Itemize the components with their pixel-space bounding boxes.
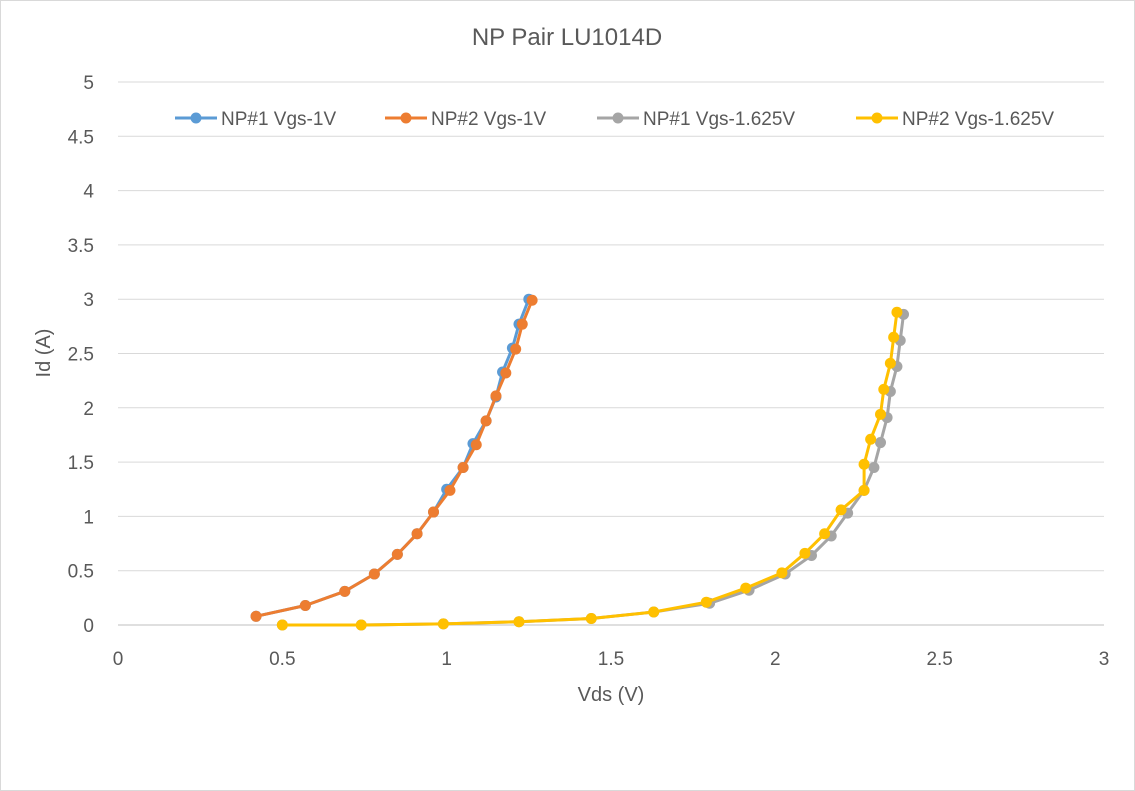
data-point (776, 567, 788, 579)
data-point (884, 357, 896, 369)
y-tick-label: 1.5 (68, 453, 94, 474)
data-point (411, 528, 423, 540)
data-point (250, 610, 262, 622)
x-tick-label: 0 (113, 649, 124, 670)
data-point (513, 616, 525, 628)
y-tick-label: 2.5 (68, 345, 94, 366)
y-tick-label: 5 (83, 73, 94, 94)
legend-marker (400, 112, 412, 124)
legend-label: NP#2 Vgs-1V (431, 109, 546, 130)
data-point (500, 367, 512, 379)
data-point (585, 612, 597, 624)
legend-item: NP#1 Vgs-1V (175, 109, 336, 130)
data-point (490, 390, 502, 402)
legend-label: NP#1 Vgs-1.625V (643, 109, 795, 130)
data-point (428, 506, 440, 518)
data-point (835, 504, 847, 516)
legend-item: NP#1 Vgs-1.625V (597, 109, 795, 130)
data-point (868, 462, 880, 474)
data-point (700, 596, 712, 608)
y-axis-title: Id (A) (33, 329, 55, 378)
series-layer (250, 293, 910, 631)
y-tick-label: 2 (83, 399, 94, 420)
data-point (437, 618, 449, 630)
data-point (865, 433, 877, 445)
data-point (740, 582, 752, 594)
data-point (480, 415, 492, 427)
x-tick-label: 3 (1099, 649, 1110, 670)
data-point (888, 331, 900, 343)
data-point (875, 437, 887, 449)
legend: NP#1 Vgs-1V NP#2 Vgs-1V NP#1 Vgs-1.625V NP#… (175, 109, 1054, 130)
x-tick-labels: 0 0.5 1 1.5 2 2.5 3 (113, 649, 1110, 670)
series-1 (250, 293, 535, 622)
data-point (858, 458, 870, 470)
gridlines (118, 81, 1104, 572)
chart-title: NP Pair LU1014D (472, 24, 662, 51)
x-tick-label: 2.5 (926, 649, 952, 670)
data-point (875, 408, 887, 420)
data-point (355, 619, 367, 631)
y-tick-label: 1 (83, 507, 94, 528)
data-point (339, 585, 351, 597)
y-tick-label: 4.5 (68, 127, 94, 148)
y-tick-label: 0.5 (68, 562, 94, 583)
y-tick-label: 0 (83, 616, 94, 637)
series-line (255, 298, 531, 618)
data-point (526, 294, 538, 306)
data-point (470, 439, 482, 451)
y-tick-labels: 0 0.5 1 1.5 2 2.5 3 3.5 4 4.5 5 (68, 73, 95, 637)
series-4 (276, 306, 903, 631)
data-point (648, 606, 660, 618)
data-point (391, 548, 403, 560)
series-2 (250, 294, 538, 622)
data-point (819, 528, 831, 540)
data-point (510, 343, 522, 355)
x-tick-label: 1 (441, 649, 452, 670)
legend-item: NP#2 Vgs-1V (385, 109, 546, 130)
y-tick-label: 4 (83, 182, 94, 203)
data-point (457, 462, 469, 474)
legend-marker (871, 112, 883, 124)
data-point (368, 568, 380, 580)
x-tick-label: 0.5 (269, 649, 295, 670)
x-tick-label: 1.5 (598, 649, 624, 670)
x-axis-title: Vds (V) (578, 684, 645, 706)
data-point (516, 318, 528, 330)
data-point (444, 484, 456, 496)
series-3 (276, 308, 910, 631)
legend-item: NP#2 Vgs-1.625V (856, 109, 1054, 130)
legend-label: NP#2 Vgs-1.625V (902, 109, 1054, 130)
legend-label: NP#1 Vgs-1V (221, 109, 336, 130)
y-tick-label: 3 (83, 290, 94, 311)
data-point (799, 547, 811, 559)
legend-marker (190, 112, 202, 124)
legend-marker (612, 112, 624, 124)
data-point (891, 306, 903, 318)
data-point (878, 383, 890, 395)
data-point (858, 484, 870, 496)
y-tick-label: 3.5 (68, 236, 94, 257)
data-point (299, 599, 311, 611)
data-point (276, 619, 288, 631)
x-tick-label: 2 (770, 649, 781, 670)
series-line (255, 299, 534, 618)
